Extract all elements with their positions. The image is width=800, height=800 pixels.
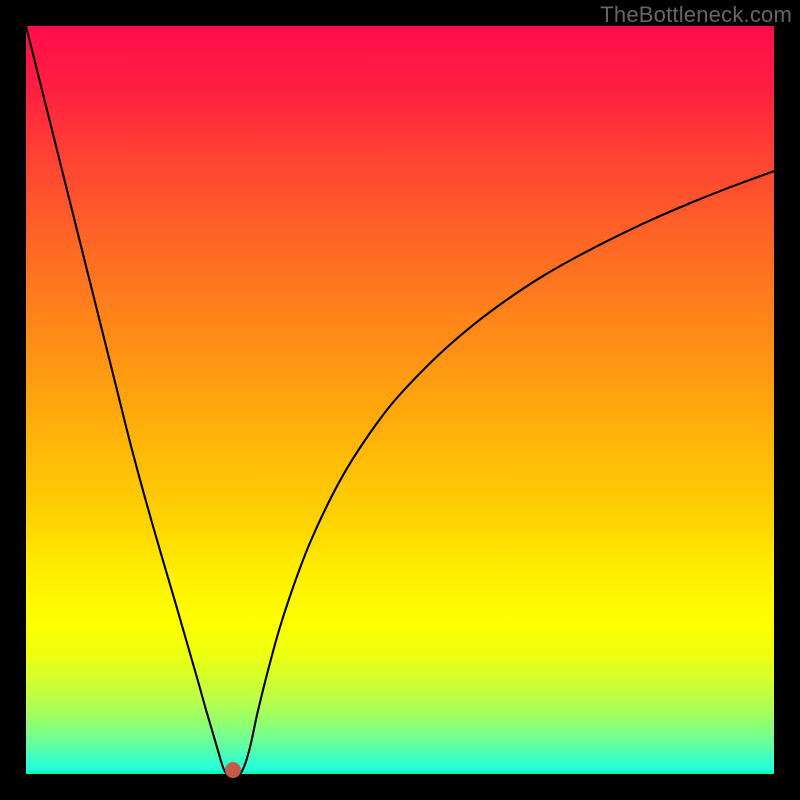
x-tick bbox=[325, 774, 326, 788]
x-tick bbox=[400, 774, 401, 788]
x-tick bbox=[176, 774, 177, 788]
y-tick bbox=[12, 550, 26, 551]
x-tick bbox=[250, 774, 251, 788]
chart-plot-area bbox=[26, 26, 774, 774]
y-tick bbox=[12, 699, 26, 700]
y-tick bbox=[12, 250, 26, 251]
x-tick bbox=[101, 774, 102, 788]
y-tick bbox=[12, 325, 26, 326]
y-tick bbox=[12, 400, 26, 401]
watermark-text: TheBottleneck.com bbox=[600, 2, 792, 28]
y-tick bbox=[12, 475, 26, 476]
x-tick bbox=[774, 774, 775, 788]
y-tick bbox=[12, 624, 26, 625]
y-tick bbox=[12, 176, 26, 177]
x-tick bbox=[26, 774, 27, 788]
x-tick bbox=[624, 774, 625, 788]
y-tick bbox=[12, 101, 26, 102]
x-tick bbox=[550, 774, 551, 788]
chart-container: TheBottleneck.com bbox=[0, 0, 800, 800]
x-tick bbox=[699, 774, 700, 788]
y-tick bbox=[12, 774, 26, 775]
x-tick bbox=[475, 774, 476, 788]
y-tick bbox=[12, 26, 26, 27]
chart-background-gradient bbox=[26, 26, 774, 774]
